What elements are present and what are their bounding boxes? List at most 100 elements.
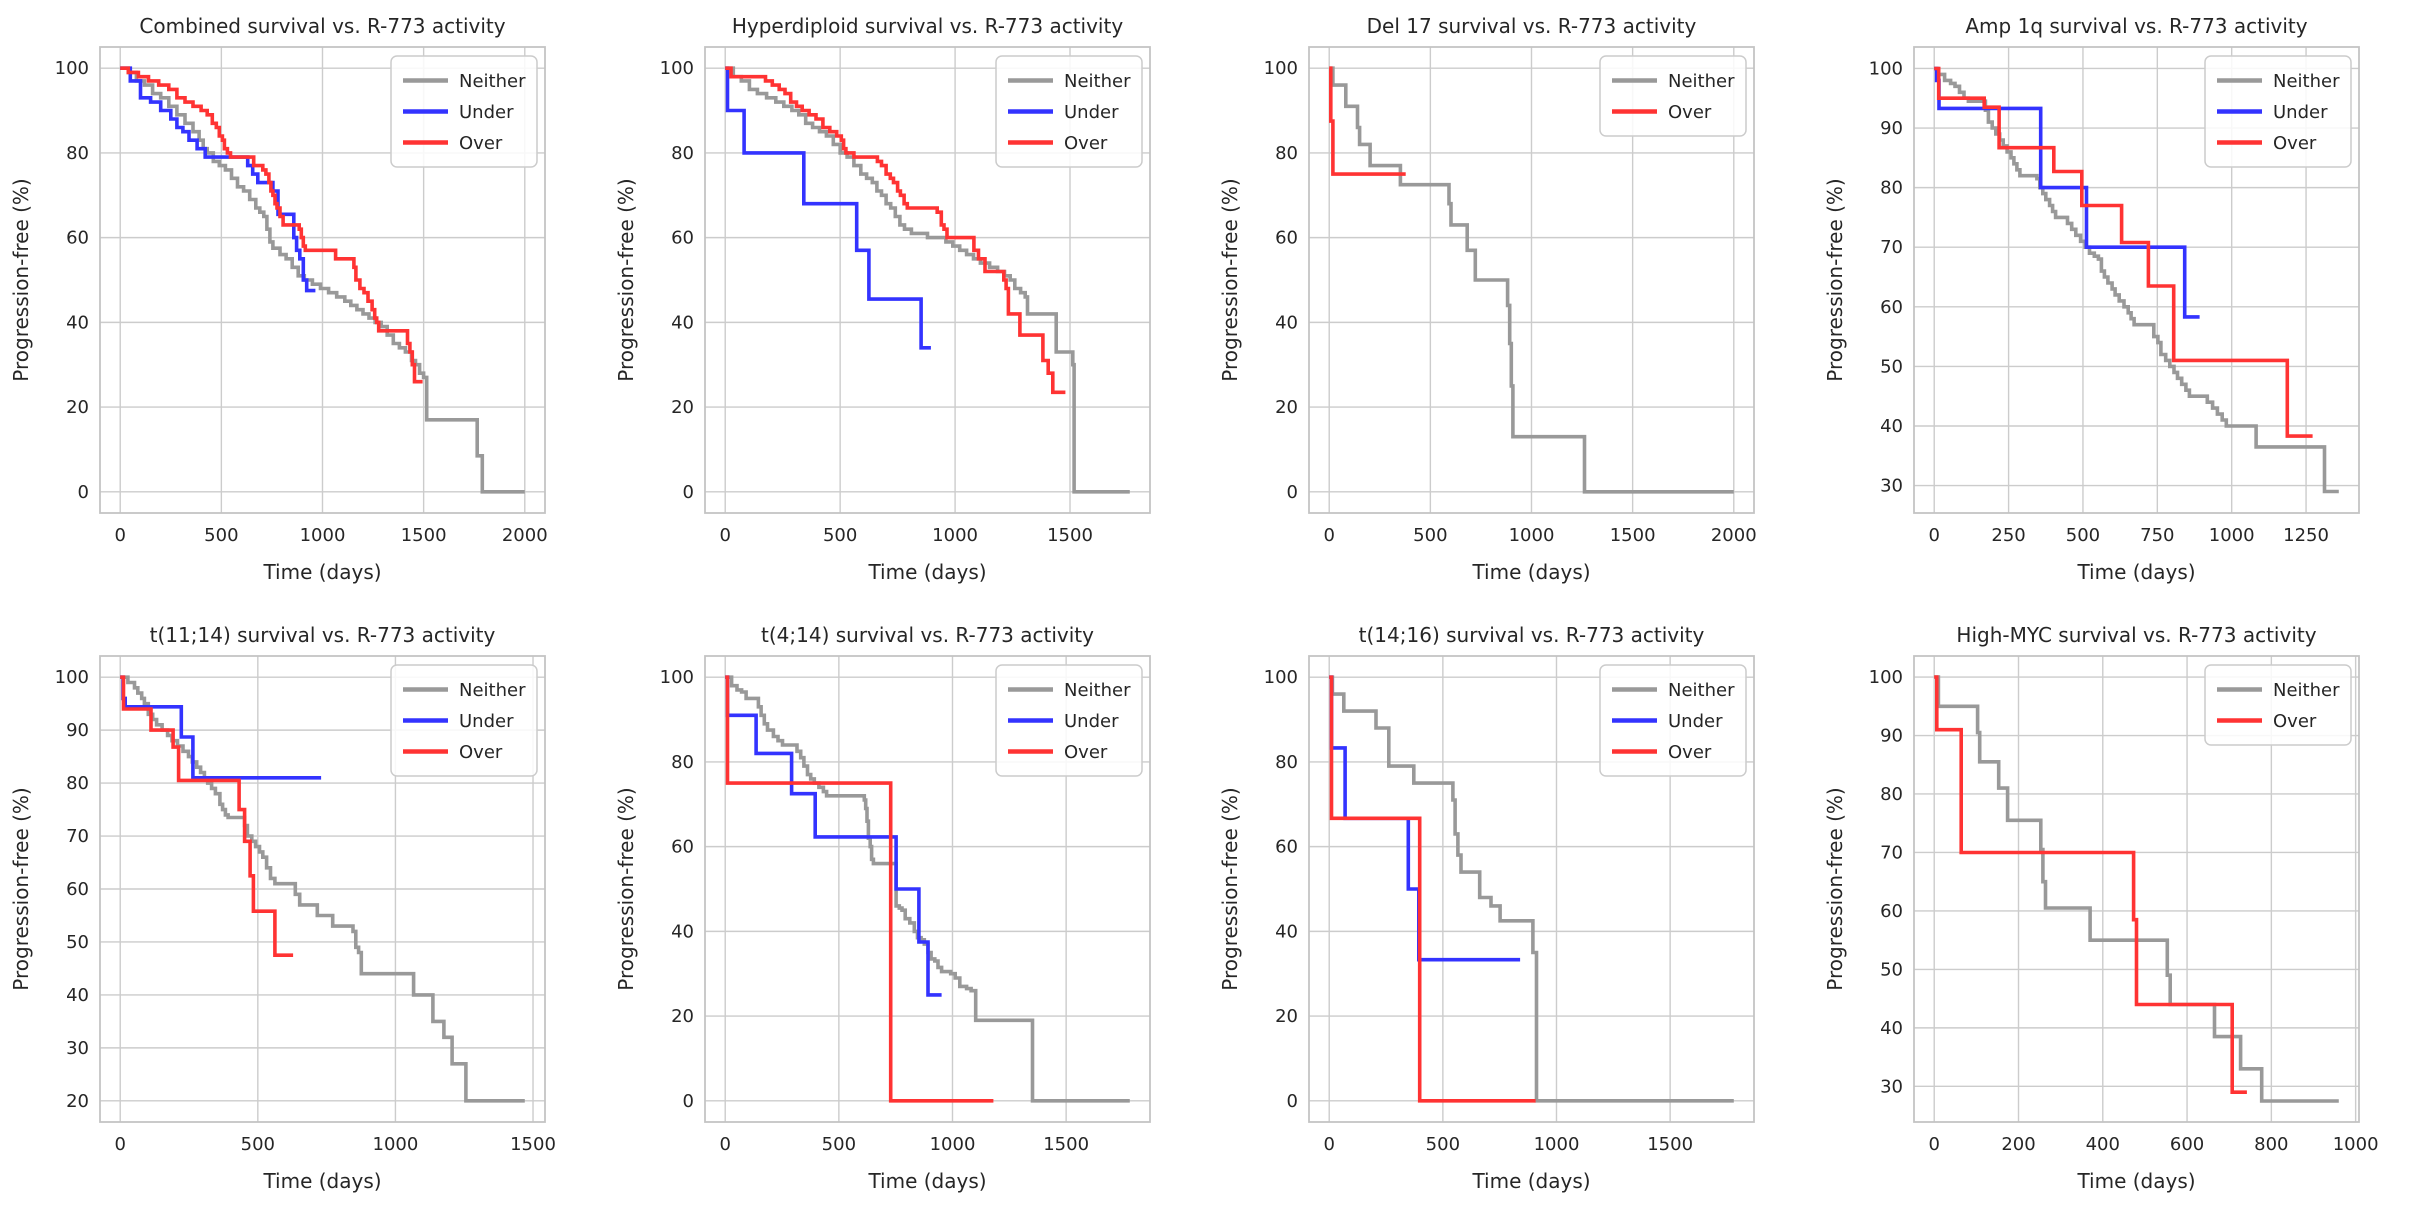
x-tick-label: 0 — [115, 1134, 126, 1155]
x-tick-label: 1000 — [2332, 1134, 2378, 1155]
x-tick-label: 1000 — [929, 1134, 975, 1155]
x-tick-label: 0 — [115, 525, 126, 546]
x-tick-label: 750 — [2140, 525, 2174, 546]
y-tick-label: 60 — [66, 879, 89, 900]
y-tick-label: 60 — [1275, 228, 1298, 249]
x-tick-label: 1000 — [932, 525, 978, 546]
x-tick-label: 1500 — [401, 525, 447, 546]
x-tick-label: 1000 — [1509, 525, 1555, 546]
y-tick-label: 0 — [78, 482, 89, 503]
chart-title: Del 17 survival vs. R-773 activity — [1367, 14, 1697, 38]
legend-label-under: Under — [1668, 711, 1723, 732]
y-tick-label: 40 — [1880, 1018, 1903, 1039]
legend-label-neither: Neither — [459, 680, 526, 701]
y-tick-label: 100 — [1264, 58, 1298, 79]
x-tick-label: 1000 — [300, 525, 346, 546]
y-tick-label: 90 — [66, 720, 89, 741]
x-tick-label: 1000 — [373, 1134, 419, 1155]
y-axis-label: Progression-free (%) — [614, 787, 638, 990]
chart-title: t(4;14) survival vs. R-773 activity — [761, 623, 1094, 647]
x-tick-label: 0 — [1928, 525, 1939, 546]
chart-title: t(11;14) survival vs. R-773 activity — [150, 623, 496, 647]
y-tick-label: 30 — [1880, 476, 1903, 497]
y-tick-label: 50 — [66, 932, 89, 953]
legend-label-over: Over — [1668, 102, 1712, 123]
x-tick-label: 600 — [2169, 1134, 2203, 1155]
x-tick-label: 1000 — [2208, 525, 2254, 546]
x-tick-label: 400 — [2085, 1134, 2119, 1155]
chart-title: t(14;16) survival vs. R-773 activity — [1359, 623, 1705, 647]
legend-label-over: Over — [1064, 133, 1108, 154]
y-tick-label: 80 — [671, 752, 694, 773]
y-tick-label: 20 — [1275, 1006, 1298, 1027]
y-axis-label: Progression-free (%) — [614, 178, 638, 381]
y-tick-label: 40 — [1880, 416, 1903, 437]
x-axis-label: Time (days) — [262, 1169, 381, 1193]
x-tick-label: 0 — [1324, 1134, 1335, 1155]
legend-label-under: Under — [459, 102, 514, 123]
x-tick-label: 1500 — [510, 1134, 556, 1155]
chart-title: Combined survival vs. R-773 activity — [139, 14, 505, 38]
y-axis-label: Progression-free (%) — [1823, 787, 1847, 990]
y-axis-label: Progression-free (%) — [1218, 787, 1242, 990]
y-tick-label: 100 — [1868, 58, 1902, 79]
legend-label-under: Under — [2273, 102, 2328, 123]
y-tick-label: 40 — [671, 921, 694, 942]
legend-label-over: Over — [2273, 711, 2317, 732]
x-tick-label: 1250 — [2283, 525, 2329, 546]
y-tick-label: 0 — [1287, 1091, 1298, 1112]
legend-label-neither: Neither — [2273, 71, 2340, 92]
x-tick-label: 2000 — [502, 525, 548, 546]
x-tick-label: 1500 — [1647, 1134, 1693, 1155]
legend-label-under: Under — [1064, 711, 1119, 732]
x-tick-label: 0 — [1324, 525, 1335, 546]
y-tick-label: 40 — [66, 312, 89, 333]
x-tick-label: 500 — [2065, 525, 2099, 546]
legend-label-neither: Neither — [2273, 680, 2340, 701]
y-tick-label: 20 — [1275, 397, 1298, 418]
y-tick-label: 40 — [1275, 312, 1298, 333]
y-tick-label: 80 — [671, 143, 694, 164]
x-axis-label: Time (days) — [1471, 1169, 1590, 1193]
y-tick-label: 80 — [66, 143, 89, 164]
x-tick-label: 2000 — [1711, 525, 1757, 546]
x-axis-label: Time (days) — [867, 560, 986, 584]
y-tick-label: 60 — [1275, 837, 1298, 858]
y-tick-label: 20 — [671, 397, 694, 418]
x-tick-label: 500 — [821, 1134, 855, 1155]
y-tick-label: 80 — [1275, 752, 1298, 773]
y-tick-label: 100 — [55, 58, 89, 79]
y-tick-label: 90 — [1880, 726, 1903, 747]
legend-label-neither: Neither — [1064, 71, 1131, 92]
x-tick-label: 500 — [1426, 1134, 1460, 1155]
y-tick-label: 80 — [1275, 143, 1298, 164]
y-tick-label: 60 — [671, 228, 694, 249]
y-axis-label: Progression-free (%) — [9, 178, 33, 381]
legend-label-over: Over — [459, 133, 503, 154]
x-axis-label: Time (days) — [2076, 1169, 2195, 1193]
chart-title: Amp 1q survival vs. R-773 activity — [1965, 14, 2307, 38]
y-tick-label: 70 — [66, 826, 89, 847]
y-tick-label: 70 — [1880, 842, 1903, 863]
x-tick-label: 200 — [2001, 1134, 2035, 1155]
y-tick-label: 80 — [1880, 784, 1903, 805]
x-tick-label: 250 — [1991, 525, 2025, 546]
y-tick-label: 40 — [671, 312, 694, 333]
y-tick-label: 100 — [659, 58, 693, 79]
y-tick-label: 40 — [1275, 921, 1298, 942]
chart-title: Hyperdiploid survival vs. R-773 activity — [731, 14, 1123, 38]
x-axis-label: Time (days) — [2076, 560, 2195, 584]
x-tick-label: 1500 — [1047, 525, 1093, 546]
